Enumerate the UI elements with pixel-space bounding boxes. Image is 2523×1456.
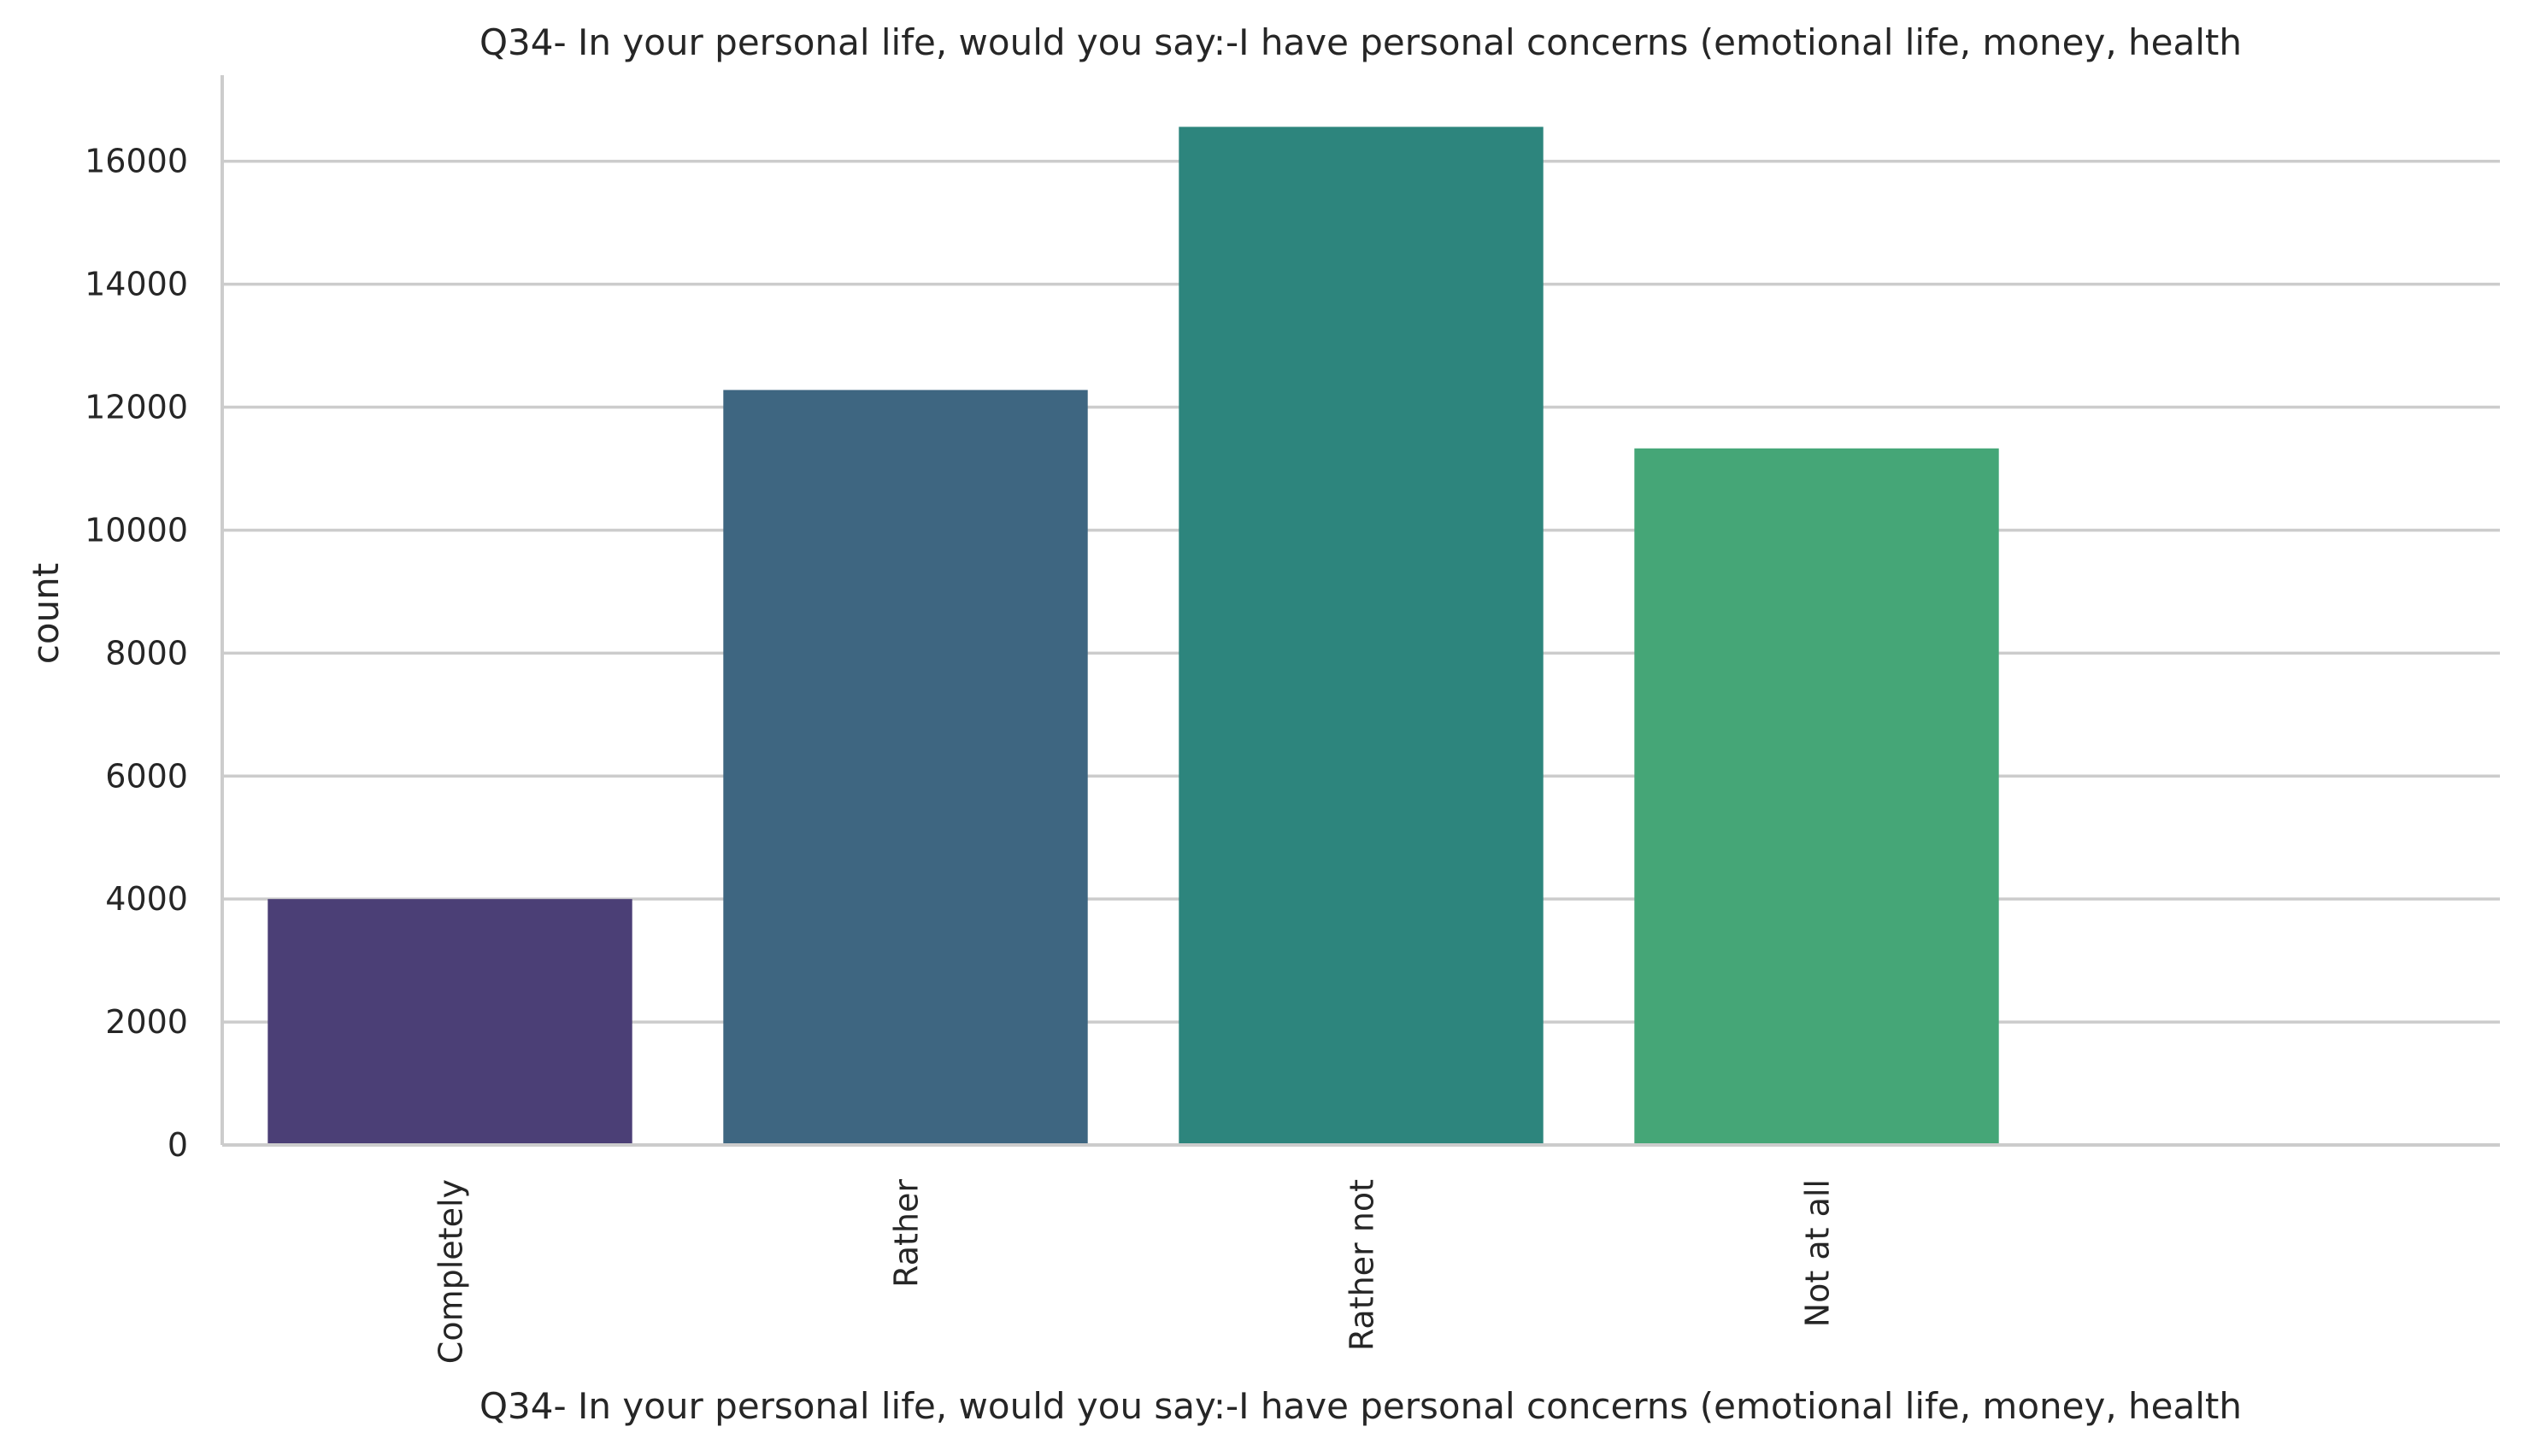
y-tick-label: 6000 [105,757,188,795]
y-tick-label: 10000 [85,511,188,549]
x-tick-label: Not at all [1799,1179,1837,1327]
x-tick-label: Rather not [1344,1179,1381,1351]
bars [268,126,1999,1145]
x-tick-label: Rather [888,1179,926,1288]
bar-rather-not [1179,126,1544,1145]
x-tick-labels: Completely Rather Rather not Not at all [432,1179,1837,1365]
y-tick-label: 14000 [85,266,188,303]
chart-title: Q34- In your personal life, would you sa… [479,21,2242,63]
y-tick-label: 2000 [105,1003,188,1041]
x-tick-label: Completely [432,1179,470,1364]
bar-rather [723,390,1088,1145]
y-axis-label: count [25,563,67,665]
y-tick-label: 8000 [105,634,188,672]
y-tick-labels: 0 2000 4000 6000 8000 10000 12000 14000 16000 [85,143,188,1164]
bar-completely [268,899,632,1145]
y-tick-label: 4000 [105,880,188,918]
bar-not-at-all [1634,448,1999,1145]
x-axis-label: Q34- In your personal life, would you sa… [479,1385,2242,1427]
y-tick-label: 12000 [85,389,188,426]
y-tick-label: 16000 [85,143,188,180]
y-tick-label: 0 [168,1126,188,1164]
